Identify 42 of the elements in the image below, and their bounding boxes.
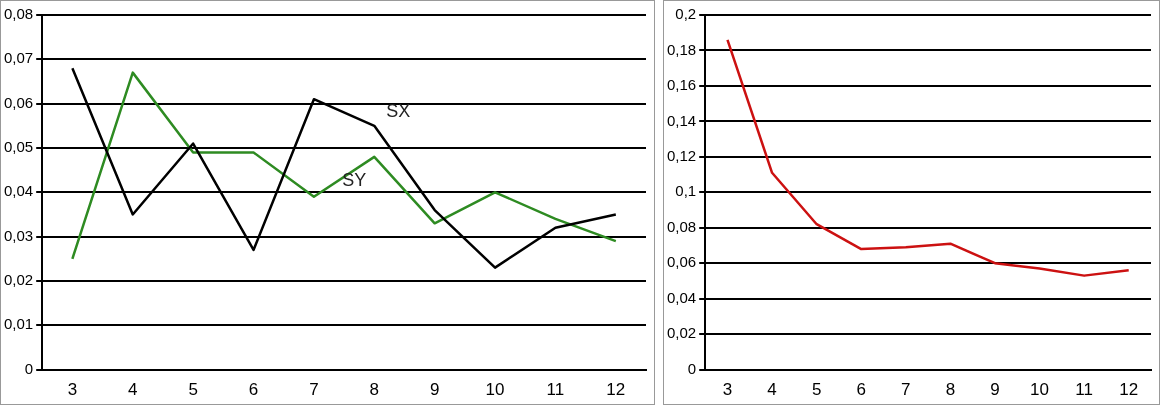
x-tick-label: 9 — [429, 380, 440, 400]
y-tick-label: 0,18 — [666, 40, 697, 58]
y-tick-label: 0 — [24, 359, 34, 377]
x-tick-label: 12 — [1119, 380, 1139, 400]
y-tick-label: 0,12 — [666, 146, 697, 164]
x-tick-label: 12 — [606, 380, 626, 400]
y-tick-label: 0,06 — [666, 253, 697, 271]
x-tick-label: 7 — [901, 380, 911, 400]
y-tick-label: 0,02 — [666, 324, 697, 342]
y-tick-label: 0,08 — [3, 5, 34, 23]
y-tick-label: 0,14 — [666, 111, 697, 129]
y-tick-label: 0 — [687, 359, 697, 377]
y-tick-label: 0,01 — [3, 315, 34, 333]
x-tick-label: 11 — [1075, 380, 1093, 400]
y-tick-label: 0,07 — [3, 49, 34, 67]
y-tick-label: 0,02 — [3, 271, 34, 289]
x-tick-label: 4 — [767, 380, 777, 400]
y-tick-label: 0,04 — [666, 288, 697, 306]
series-label: SY — [342, 169, 367, 190]
x-tick-label: 7 — [309, 380, 319, 400]
x-tick-label: 3 — [67, 380, 78, 400]
y-tick-label: 0,16 — [666, 76, 697, 94]
x-tick-label: 5 — [811, 380, 822, 400]
x-tick-label: 6 — [856, 380, 866, 400]
x-tick-label: 3 — [722, 380, 733, 400]
x-tick-label: 4 — [128, 380, 138, 400]
y-tick-label: 0,03 — [3, 226, 34, 244]
y-tick-label: 0,1 — [675, 182, 697, 200]
x-tick-label: 6 — [248, 380, 259, 400]
series-label: SX — [386, 100, 411, 121]
y-tick-label: 0,2 — [675, 5, 697, 23]
x-tick-label: 8 — [369, 380, 380, 400]
x-tick-label: 8 — [945, 380, 956, 400]
x-tick-label: 9 — [990, 380, 1000, 400]
y-tick-label: 0,06 — [3, 93, 34, 111]
x-tick-label: 10 — [1030, 380, 1050, 400]
x-tick-label: 5 — [188, 380, 198, 400]
y-tick-label: 0,04 — [3, 182, 34, 200]
x-tick-label: 11 — [546, 380, 565, 400]
x-tick-label: 10 — [485, 380, 505, 400]
y-tick-label: 0,08 — [666, 217, 697, 235]
y-tick-label: 0,05 — [3, 138, 34, 156]
